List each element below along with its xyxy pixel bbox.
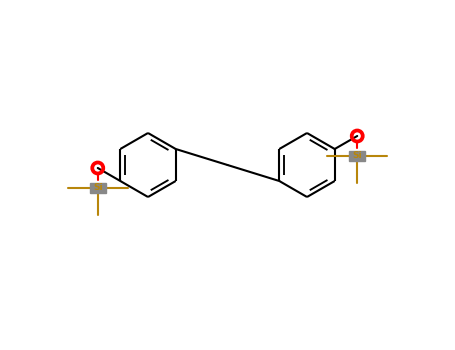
Bar [349, 151, 365, 161]
Text: Si: Si [93, 183, 102, 192]
Text: Si: Si [353, 152, 362, 161]
Bar [90, 183, 106, 193]
